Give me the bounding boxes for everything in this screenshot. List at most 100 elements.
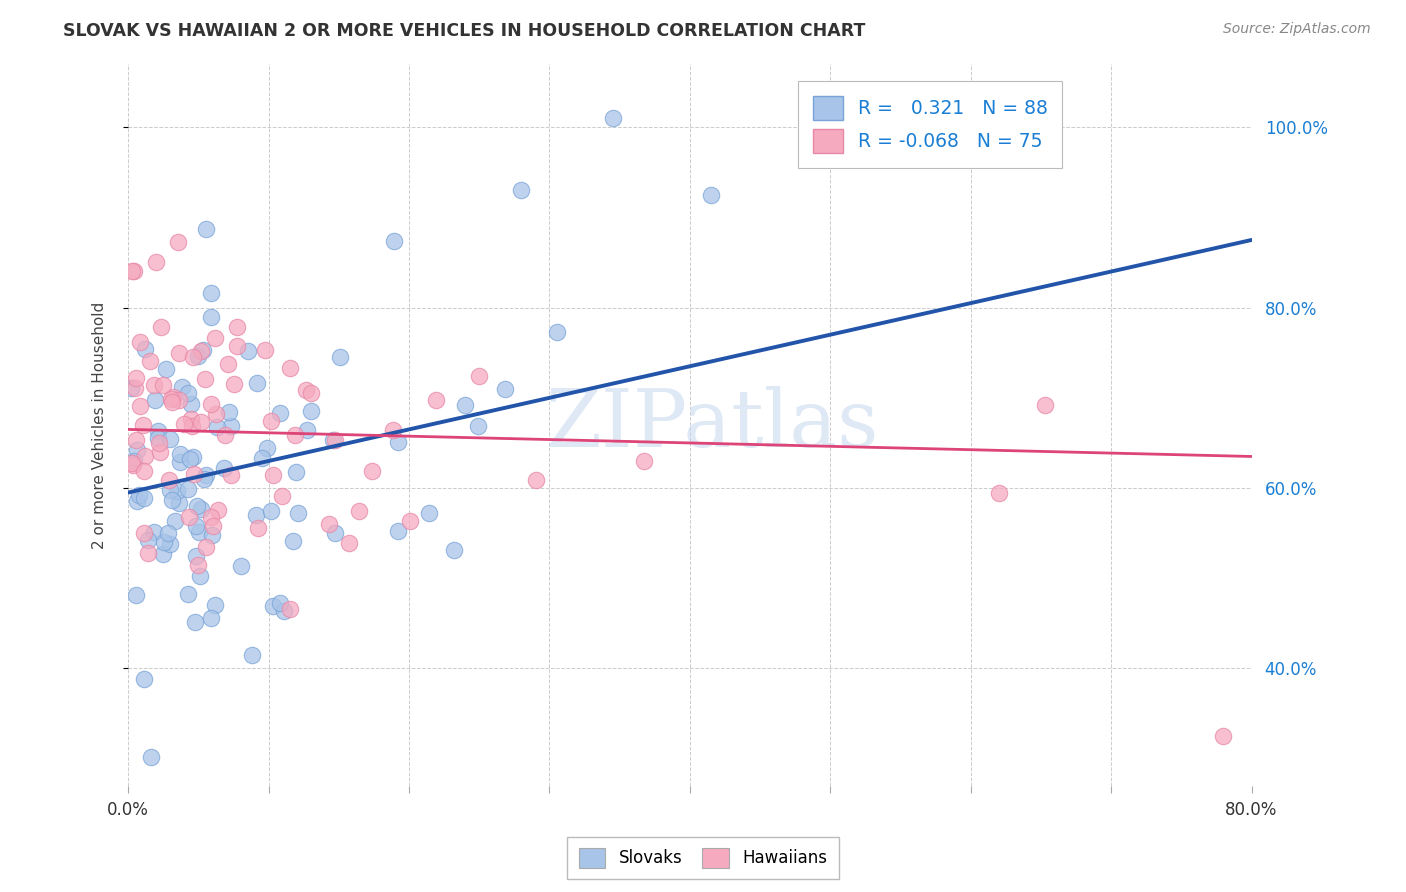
Point xyxy=(169,446,191,460)
Point xyxy=(152,547,174,561)
Point xyxy=(160,492,183,507)
Point xyxy=(190,415,212,429)
Point xyxy=(425,392,447,407)
Point xyxy=(169,455,191,469)
Point xyxy=(273,604,295,618)
Point xyxy=(387,435,409,450)
Point xyxy=(260,503,283,517)
Point xyxy=(329,350,352,364)
Point xyxy=(195,467,218,482)
Y-axis label: 2 or more Vehicles in Household: 2 or more Vehicles in Household xyxy=(93,301,107,549)
Point xyxy=(170,379,193,393)
Point xyxy=(122,264,145,278)
Legend: R =   0.321   N = 88, R = -0.068   N = 75: R = 0.321 N = 88, R = -0.068 N = 75 xyxy=(797,80,1063,169)
Point xyxy=(322,434,344,448)
Point xyxy=(284,465,307,479)
Point xyxy=(246,376,269,390)
Point xyxy=(125,370,148,384)
Point xyxy=(183,467,205,482)
Point xyxy=(987,485,1010,500)
Point xyxy=(200,397,222,411)
Point xyxy=(121,458,143,473)
Point xyxy=(224,377,246,392)
Point xyxy=(145,255,167,269)
Point xyxy=(238,344,260,359)
Point xyxy=(125,433,148,447)
Text: ZIPatlas: ZIPatlas xyxy=(546,386,879,464)
Point xyxy=(299,404,322,418)
Legend: Slovaks, Hawaiians: Slovaks, Hawaiians xyxy=(567,837,839,880)
Point xyxy=(247,521,270,535)
Point xyxy=(146,424,169,438)
Point xyxy=(399,514,422,528)
Point xyxy=(150,320,173,334)
Point xyxy=(134,449,156,463)
Point xyxy=(191,343,214,357)
Point xyxy=(1212,729,1234,743)
Point xyxy=(152,378,174,392)
Point xyxy=(193,472,215,486)
Point xyxy=(180,411,202,425)
Point xyxy=(204,598,226,612)
Point xyxy=(142,524,165,539)
Point xyxy=(128,335,150,350)
Point xyxy=(177,482,200,496)
Point xyxy=(361,464,384,478)
Point xyxy=(271,489,294,503)
Point xyxy=(262,599,284,613)
Point xyxy=(387,524,409,538)
Point xyxy=(121,264,143,278)
Point xyxy=(195,222,218,236)
Point xyxy=(181,450,204,465)
Point xyxy=(231,558,253,573)
Point xyxy=(169,346,191,360)
Point xyxy=(269,596,291,610)
Point xyxy=(454,398,477,412)
Point xyxy=(194,540,217,554)
Point xyxy=(200,611,222,625)
Point xyxy=(201,528,224,542)
Point xyxy=(184,615,207,630)
Point xyxy=(188,569,211,583)
Point xyxy=(254,343,277,358)
Point xyxy=(167,235,190,249)
Point xyxy=(200,510,222,524)
Point xyxy=(180,397,202,411)
Point xyxy=(138,533,160,547)
Point xyxy=(323,525,346,540)
Point xyxy=(602,111,624,125)
Point xyxy=(262,468,284,483)
Point xyxy=(217,357,239,371)
Point xyxy=(269,406,291,420)
Point xyxy=(128,399,150,413)
Point xyxy=(155,362,177,376)
Point xyxy=(323,433,346,447)
Point xyxy=(157,525,180,540)
Point xyxy=(382,423,405,437)
Point xyxy=(256,441,278,455)
Point xyxy=(467,369,489,384)
Point xyxy=(184,519,207,533)
Point xyxy=(260,414,283,428)
Point xyxy=(166,483,188,498)
Point xyxy=(219,419,242,434)
Point xyxy=(510,183,533,197)
Point xyxy=(190,502,212,516)
Point xyxy=(200,285,222,300)
Point xyxy=(179,451,201,466)
Point xyxy=(162,390,184,404)
Point xyxy=(245,508,267,522)
Point xyxy=(200,310,222,325)
Point xyxy=(240,648,263,662)
Point xyxy=(120,381,142,395)
Point xyxy=(467,419,489,434)
Point xyxy=(143,392,166,407)
Point xyxy=(524,473,547,487)
Text: SLOVAK VS HAWAIIAN 2 OR MORE VEHICLES IN HOUSEHOLD CORRELATION CHART: SLOVAK VS HAWAIIAN 2 OR MORE VEHICLES IN… xyxy=(63,22,866,40)
Point xyxy=(132,491,155,505)
Point xyxy=(1033,398,1056,412)
Point xyxy=(169,496,191,510)
Point xyxy=(443,543,465,558)
Point xyxy=(134,526,156,541)
Point xyxy=(157,473,180,487)
